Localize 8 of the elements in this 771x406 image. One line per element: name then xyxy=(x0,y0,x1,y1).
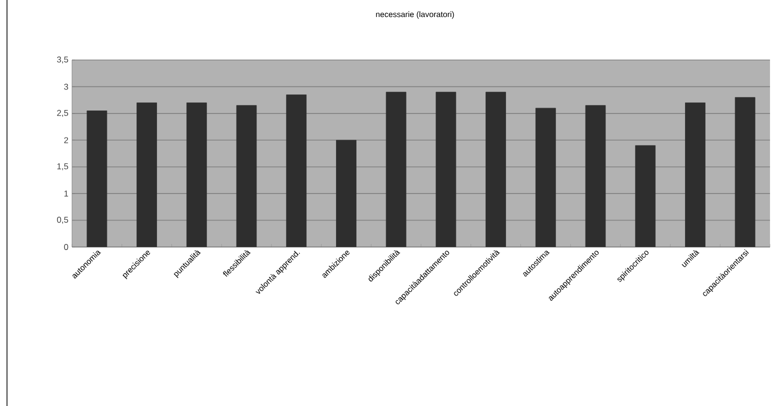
y-tick-label: 3,5 xyxy=(57,56,68,64)
y-tick-label: 1,5 xyxy=(57,163,68,170)
y-tick-label: 3 xyxy=(64,84,68,90)
y-tick-label: 0 xyxy=(64,244,68,250)
y-tick-label: 0,5 xyxy=(57,216,68,224)
y-tick-label: 1 xyxy=(64,190,68,196)
y-tick-label: 2,5 xyxy=(57,110,68,117)
y-tick-label: 2 xyxy=(64,137,68,144)
